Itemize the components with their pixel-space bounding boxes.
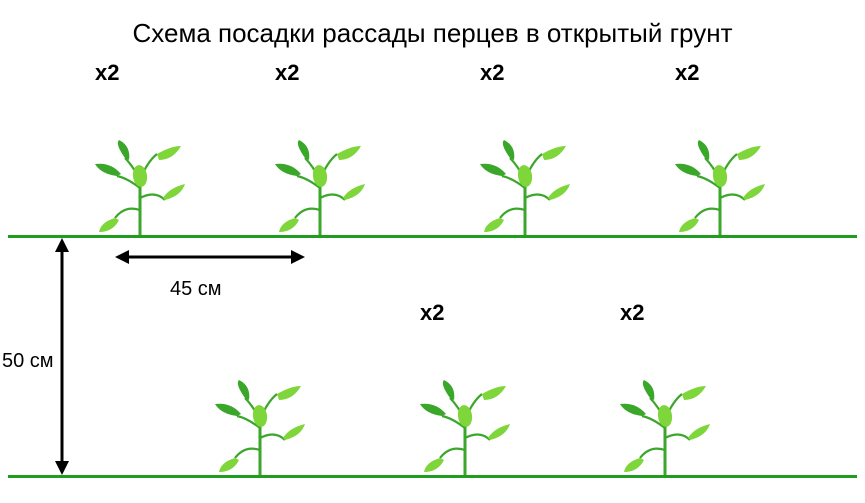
seedling-icon [620, 380, 710, 475]
seedling-icon [275, 140, 365, 235]
planting-diagram: x2 x2 x2 x2 x2 x2 45 см 50 см [0, 60, 865, 490]
row1-ground-line [8, 235, 857, 238]
vertical-spacing-label: 50 см [2, 350, 54, 373]
seedling-icon [675, 140, 765, 235]
multiplier-label: x2 [480, 60, 504, 86]
multiplier-label: x2 [620, 300, 644, 326]
seedling-icon [215, 380, 305, 475]
horizontal-spacing-arrow [115, 245, 305, 269]
vertical-spacing-arrow [50, 238, 74, 475]
seedling-icon [480, 140, 570, 235]
diagram-title: Схема посадки рассады перцев в открытый … [0, 18, 865, 49]
multiplier-label: x2 [420, 300, 444, 326]
multiplier-label: x2 [675, 60, 699, 86]
horizontal-spacing-label: 45 см [170, 278, 222, 301]
row2-ground-line [8, 475, 857, 478]
multiplier-label: x2 [275, 60, 299, 86]
seedling-icon [95, 140, 185, 235]
seedling-icon [420, 380, 510, 475]
multiplier-label: x2 [95, 60, 119, 86]
